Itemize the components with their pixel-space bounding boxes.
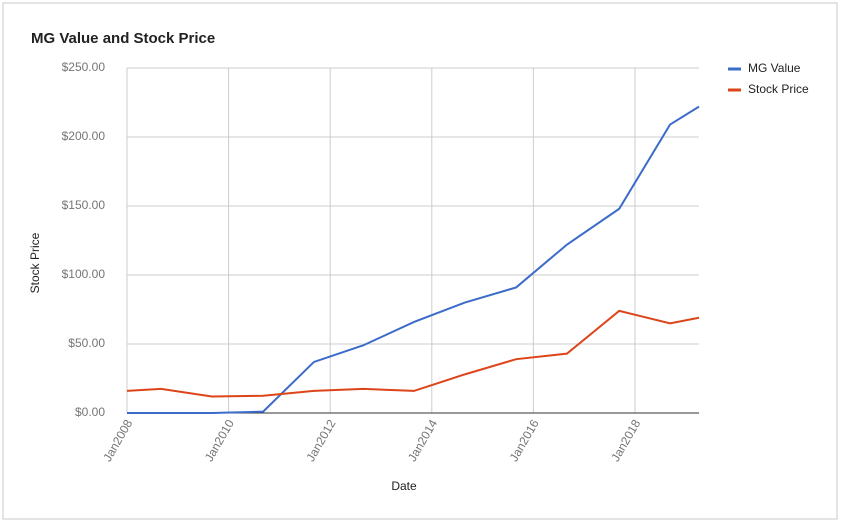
legend-label: MG Value xyxy=(748,61,801,75)
y-tick-label: $50.00 xyxy=(68,336,105,350)
chart-frame xyxy=(2,2,838,520)
y-tick-label: $100.00 xyxy=(62,267,106,281)
y-tick-label: $0.00 xyxy=(75,405,105,419)
series-line xyxy=(126,309,700,398)
y-axis-title: Stock Price xyxy=(28,232,42,293)
x-axis-title: Date xyxy=(391,479,417,493)
y-tick-label: $250.00 xyxy=(62,60,106,74)
chart-title: MG Value and Stock Price xyxy=(31,30,215,47)
series-line xyxy=(127,105,700,414)
y-tick-label: $150.00 xyxy=(62,198,106,212)
legend-label: Stock Price xyxy=(748,82,809,96)
y-tick-label: $200.00 xyxy=(62,129,106,143)
